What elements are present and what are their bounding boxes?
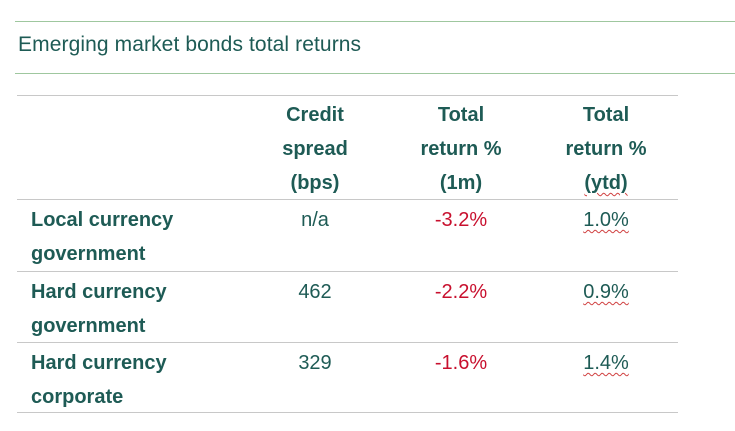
row-divider: [17, 271, 678, 272]
header-line: return %: [420, 138, 502, 160]
row-label-line: Local currency: [31, 209, 174, 231]
header-line: spread: [282, 138, 348, 160]
row-label-line: Hard currency: [31, 352, 167, 374]
table-bottom-rule: [17, 412, 678, 413]
header-line: Total: [437, 104, 485, 126]
header-line: (1m): [439, 172, 483, 194]
header-bottom-rule: [17, 199, 678, 200]
cell-return-1m: -3.2%: [434, 209, 488, 231]
header-credit-spread: Credit spread (bps): [250, 98, 380, 200]
cell-spread: 329: [298, 352, 332, 374]
cell-spread: 462: [298, 281, 332, 303]
title-bottom-rule: [15, 73, 735, 74]
header-ytd-text: (ytd): [584, 172, 628, 194]
header-line: return %: [565, 138, 647, 160]
header-line: Total: [582, 104, 630, 126]
row-divider: [17, 342, 678, 343]
row-label-hard-currency-corporate: Hard currency corporate: [31, 346, 231, 414]
cell-spread: n/a: [301, 209, 329, 231]
table-top-rule: [17, 95, 678, 96]
header-total-return-1m: Total return % (1m): [396, 98, 526, 200]
row-label-line: government: [31, 315, 146, 337]
title-top-rule: [15, 21, 735, 22]
row-label-line: Hard currency: [31, 281, 167, 303]
row-label-line: government: [31, 243, 146, 265]
header-line: Credit: [286, 104, 344, 126]
row-label-hard-currency-government: Hard currency government: [31, 275, 231, 343]
row-label-line: corporate: [31, 386, 124, 408]
cell-return-ytd: 1.0%: [583, 209, 629, 231]
header-line: (bps): [290, 172, 340, 194]
row-label-local-currency-government: Local currency government: [31, 203, 231, 271]
cell-return-1m: -2.2%: [434, 281, 488, 303]
cell-return-ytd: 0.9%: [583, 281, 629, 303]
cell-return-1m: -1.6%: [434, 352, 488, 374]
page-title: Emerging market bonds total returns: [18, 33, 362, 56]
header-line: (ytd): [541, 166, 671, 200]
cell-return-ytd: 1.4%: [583, 352, 629, 374]
header-total-return-ytd: Total return % (ytd): [541, 98, 671, 200]
